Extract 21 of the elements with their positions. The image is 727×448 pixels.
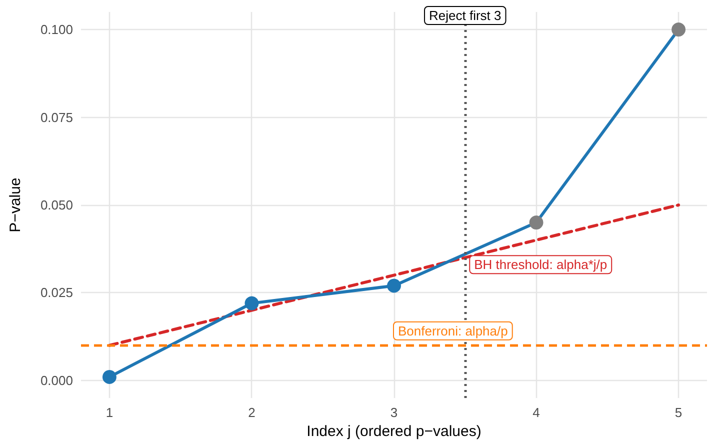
x-tick-label: 4 (532, 405, 540, 420)
point (102, 370, 116, 384)
point (672, 22, 686, 37)
point (387, 278, 401, 293)
y-tick-label: 0.075 (40, 110, 73, 125)
x-tick-label: 5 (674, 405, 682, 420)
y-axis-title: P−value (7, 178, 24, 232)
line-series (108, 204, 680, 347)
ref-line-label: Bonferroni: alpha/p (398, 323, 508, 338)
ref-line-label: Reject first 3 (429, 8, 502, 23)
y-tick-label: 0.000 (40, 372, 73, 388)
y-tick-label: 0.100 (40, 22, 73, 38)
annotation: BH threshold: alpha*j/p (474, 257, 608, 272)
x-tick-label: 1 (106, 405, 114, 420)
x-tick-label: 2 (248, 405, 256, 420)
point (529, 216, 544, 230)
y-tick-label: 0.025 (40, 285, 73, 300)
x-tick-label: 3 (390, 405, 398, 420)
point (244, 296, 259, 310)
y-tick-label: 0.050 (40, 198, 73, 212)
x-axis-title: Index j (ordered p−values) (306, 422, 482, 440)
